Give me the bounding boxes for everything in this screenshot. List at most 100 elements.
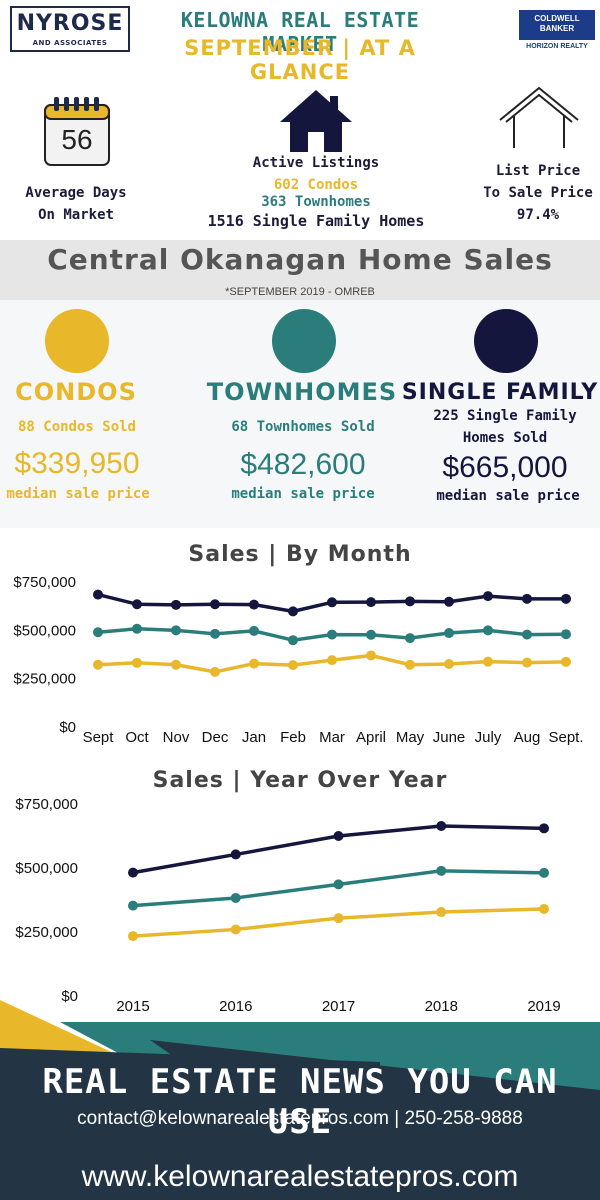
x-tick-label: April bbox=[356, 729, 386, 746]
single-family-sold-line1: 225 Single Family bbox=[433, 408, 577, 424]
y-tick-label: $250,000 bbox=[15, 924, 78, 941]
data-point-single bbox=[333, 831, 344, 841]
page-subtitle: SEPTEMBER | AT A GLANCE bbox=[184, 36, 416, 84]
data-point-condos bbox=[210, 666, 220, 677]
townhomes-sold: 68 Townhomes Sold bbox=[231, 419, 375, 435]
y-tick-label: $0 bbox=[61, 988, 78, 1005]
data-point-townhomes bbox=[436, 865, 447, 876]
x-tick-label: Dec bbox=[202, 729, 229, 746]
single-family-price: $665,000 bbox=[442, 451, 568, 484]
data-point-single bbox=[436, 821, 447, 832]
data-point-condos bbox=[171, 659, 181, 670]
data-point-townhomes bbox=[539, 867, 549, 878]
data-point-townhomes bbox=[333, 879, 344, 890]
data-point-single bbox=[522, 593, 532, 604]
data-point-single bbox=[366, 597, 376, 608]
monthly-chart-title: Sales | By Month bbox=[188, 542, 412, 567]
y-tick-label: $500,000 bbox=[15, 860, 78, 877]
x-tick-label: Oct bbox=[125, 729, 149, 746]
coldwell-banker-logo: COLDWELL BANKER HORIZON REALTY bbox=[519, 10, 595, 58]
data-point-condos bbox=[483, 656, 493, 667]
x-tick-label: 2017 bbox=[322, 998, 355, 1014]
condos-price-label: median sale price bbox=[6, 486, 150, 502]
coldwell-banker-line1: COLDWELL bbox=[534, 14, 580, 23]
nyrose-logo-subtext: AND ASSOCIATES bbox=[32, 39, 108, 47]
footer-headline: REAL ESTATE NEWS YOU CAN USE bbox=[42, 1062, 558, 1142]
data-point-single bbox=[128, 867, 138, 878]
section-band bbox=[0, 240, 600, 300]
y-tick-label: $750,000 bbox=[13, 574, 76, 591]
data-point-single bbox=[561, 593, 571, 604]
data-point-condos bbox=[93, 659, 103, 670]
x-tick-label: July bbox=[475, 729, 502, 746]
active-listings: Active Listings 602 Condos 363 Townhomes… bbox=[200, 152, 432, 232]
data-point-single bbox=[249, 599, 259, 610]
data-point-condos bbox=[366, 650, 376, 661]
x-tick-label: Jan bbox=[242, 729, 266, 746]
data-point-townhomes bbox=[522, 629, 532, 640]
condos-heading: CONDOS bbox=[15, 378, 137, 406]
data-point-single bbox=[210, 599, 220, 610]
coldwell-banker-logo-box: COLDWELL BANKER bbox=[519, 10, 595, 40]
data-point-condos bbox=[249, 658, 259, 669]
data-point-single bbox=[444, 596, 454, 607]
page-title: KELOWNA REAL ESTATE MARKET bbox=[180, 8, 420, 56]
data-point-single bbox=[405, 596, 415, 607]
single-family-sold-line2: Homes Sold bbox=[462, 430, 548, 446]
nyrose-logo: NYROSE AND ASSOCIATES bbox=[10, 6, 130, 52]
x-tick-label: 2015 bbox=[116, 998, 149, 1014]
ratio-value: 97.4% bbox=[516, 207, 560, 223]
single-family-price-label: median sale price bbox=[436, 488, 580, 504]
data-point-single bbox=[93, 589, 103, 600]
single-family-heading: SINGLE FAMILY bbox=[401, 380, 599, 405]
data-point-single bbox=[539, 823, 549, 834]
y-tick-label: $750,000 bbox=[15, 796, 78, 813]
days-on-market-label: Average Days On Market bbox=[0, 182, 152, 226]
data-point-single bbox=[288, 606, 298, 617]
data-point-townhomes bbox=[288, 635, 298, 646]
data-point-condos bbox=[436, 907, 447, 918]
y-tick-label: $500,000 bbox=[13, 622, 76, 639]
footer-background bbox=[0, 1000, 600, 1200]
data-point-condos bbox=[128, 931, 138, 942]
data-point-single bbox=[230, 849, 241, 860]
x-tick-label: June bbox=[433, 729, 466, 746]
x-tick-label: Feb bbox=[280, 729, 306, 746]
data-point-single bbox=[132, 599, 142, 610]
x-tick-label: Mar bbox=[319, 729, 345, 746]
townhomes-heading: TOWNHOMES bbox=[206, 378, 398, 406]
x-tick-label: May bbox=[396, 729, 425, 746]
data-point-townhomes bbox=[93, 627, 103, 638]
data-point-condos bbox=[405, 659, 415, 670]
monthly-sales-chart: $750,000 $500,000 $250,000 $0 Sept Oct Nov Dec J… bbox=[13, 574, 583, 746]
data-point-townhomes bbox=[249, 625, 259, 636]
townhomes-circle bbox=[272, 309, 336, 373]
data-point-condos bbox=[230, 924, 241, 935]
condos-sold: 88 Condos Sold bbox=[17, 419, 136, 435]
data-point-townhomes bbox=[366, 629, 376, 640]
townhomes-price: $482,600 bbox=[240, 448, 366, 481]
section-source: *SEPTEMBER 2019 - OMREB bbox=[225, 286, 375, 298]
y-tick-label: $250,000 bbox=[13, 671, 76, 688]
condos-circle bbox=[45, 309, 109, 373]
data-point-townhomes bbox=[132, 623, 142, 634]
footer-contact: contact@kelownarealestatepros.com | 250-… bbox=[77, 1108, 523, 1129]
data-point-townhomes bbox=[444, 628, 454, 639]
data-point-condos bbox=[444, 658, 454, 669]
ratio-label-line2: To Sale Price bbox=[483, 185, 593, 201]
single-family-circle bbox=[474, 309, 538, 373]
single-family-sold: 225 Single Family Homes Sold bbox=[410, 405, 600, 449]
days-label-line2: On Market bbox=[38, 207, 114, 223]
horizon-realty-text: HORIZON REALTY bbox=[526, 43, 588, 50]
list-to-sale-ratio: List Price To Sale Price 97.4% bbox=[470, 160, 600, 226]
listings-condos: 602 Condos bbox=[273, 177, 359, 193]
house-outline-icon bbox=[499, 86, 579, 148]
x-tick-label: Sept. bbox=[548, 729, 583, 746]
days-label-line1: Average Days bbox=[25, 185, 127, 201]
data-point-condos bbox=[333, 913, 344, 924]
x-tick-label: 2018 bbox=[425, 998, 458, 1014]
footer-website[interactable]: www.kelownarealestatepros.com bbox=[81, 1160, 519, 1193]
data-point-condos bbox=[132, 657, 142, 668]
listings-townhomes: 363 Townhomes bbox=[261, 194, 371, 210]
calendar-icon bbox=[44, 97, 110, 166]
